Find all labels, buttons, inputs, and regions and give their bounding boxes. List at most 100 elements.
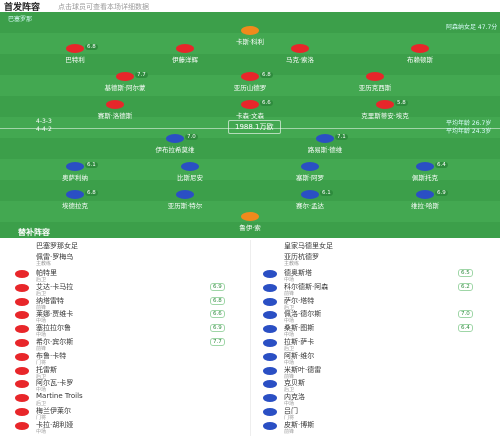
- sub-position: 中场: [284, 277, 295, 283]
- player-rating: 6.6: [260, 100, 273, 106]
- sub-position: 前锋: [284, 290, 295, 297]
- sub-marker[interactable]: [263, 394, 277, 403]
- header-subtitle: 点击球员可查看本场详细数据: [58, 3, 149, 11]
- player-marker[interactable]: [316, 134, 334, 143]
- player-marker[interactable]: [241, 72, 259, 81]
- sub-name: 艾达·卡马拉: [36, 282, 74, 291]
- player-marker[interactable]: [106, 100, 124, 109]
- sub-rating: 7.0: [458, 310, 473, 319]
- sub-marker[interactable]: [15, 421, 29, 430]
- sub-rating: 6.8: [210, 296, 225, 305]
- player-name: 布赖顿斯: [407, 56, 433, 64]
- sub-marker[interactable]: [263, 311, 277, 320]
- sub-position: 后卫: [36, 401, 47, 408]
- player-marker[interactable]: [411, 44, 429, 53]
- sub-marker[interactable]: [263, 325, 277, 334]
- player-marker[interactable]: [241, 26, 259, 35]
- sub-marker[interactable]: [15, 297, 29, 306]
- sub-marker[interactable]: [15, 352, 29, 361]
- player-marker[interactable]: [176, 44, 194, 53]
- sub-marker[interactable]: [15, 325, 29, 334]
- sub-marker[interactable]: [15, 339, 29, 347]
- sub-position: 中场: [284, 401, 295, 408]
- player-name: 塞斯·阿罗: [295, 174, 325, 182]
- player-name: 马克·索洛: [285, 56, 315, 64]
- divider: [250, 240, 251, 436]
- player-name: 亚历克西斯: [358, 84, 392, 92]
- sub-name: 纳塔雷特: [36, 296, 64, 305]
- sub-marker[interactable]: [263, 421, 277, 430]
- player-name: 亚历斯·特尔: [167, 202, 203, 210]
- player-marker[interactable]: [301, 190, 319, 199]
- sub-marker[interactable]: [15, 283, 29, 292]
- player-name: 卡森·文森: [235, 112, 265, 120]
- market-value: 1988.1万欧: [228, 120, 281, 134]
- player-marker[interactable]: [416, 162, 434, 171]
- player-rating: 6.8: [85, 44, 98, 50]
- sub-name: 德奥斯塔: [284, 269, 312, 277]
- player-name: 路易斯·德维: [307, 146, 343, 154]
- sub-position: 中场: [284, 332, 295, 339]
- player-marker[interactable]: [181, 162, 199, 171]
- player-marker[interactable]: [301, 162, 319, 171]
- sub-rating: 6.9: [210, 282, 225, 291]
- sub-name: Martine Troils: [36, 392, 83, 401]
- sub-marker[interactable]: [263, 283, 277, 292]
- player-marker[interactable]: [241, 100, 259, 109]
- player-marker[interactable]: [66, 44, 84, 53]
- player-rating: 6.1: [320, 190, 333, 196]
- sub-name: 吕门: [284, 407, 298, 415]
- sub-marker[interactable]: [263, 297, 277, 306]
- sub-position: 后卫: [284, 304, 295, 311]
- player-marker[interactable]: [366, 72, 384, 81]
- coach-role: 主教练: [36, 261, 52, 267]
- player-name: 基德斯·阿尔蒙: [104, 84, 146, 92]
- player-rating: 7.1: [335, 134, 348, 140]
- sub-position: 后卫: [36, 290, 47, 297]
- player-marker[interactable]: [291, 44, 309, 53]
- player-marker[interactable]: [166, 134, 184, 143]
- sub-position: 门将: [36, 415, 47, 421]
- sub-marker[interactable]: [15, 380, 29, 389]
- sub-marker[interactable]: [263, 380, 277, 389]
- player-marker[interactable]: [376, 100, 394, 109]
- player-marker[interactable]: [416, 190, 434, 199]
- sub-marker[interactable]: [15, 394, 29, 403]
- player-name: 比斯尼安: [177, 174, 203, 182]
- sub-rating: 7.7: [210, 338, 225, 346]
- player-marker[interactable]: [66, 190, 84, 199]
- player-marker[interactable]: [241, 212, 259, 221]
- player-rating: 6.1: [85, 162, 98, 168]
- sub-rating: 6.4: [458, 324, 473, 333]
- sub-marker[interactable]: [15, 408, 29, 416]
- coach-name: 佩雷·罗梅乌: [36, 253, 74, 261]
- sub-marker[interactable]: [263, 352, 277, 361]
- away-formation: 4-4-2: [36, 126, 52, 133]
- sub-name: 阿斯·维尔: [284, 351, 315, 360]
- home-info: 阿森纳女足 47.7分: [446, 24, 498, 31]
- sub-name: 萨尔·塔特: [284, 296, 315, 305]
- player-marker[interactable]: [176, 190, 194, 199]
- subs-title: 替补阵容: [18, 228, 50, 237]
- sub-name: 帕特里: [36, 269, 57, 277]
- subs-header: [0, 226, 500, 238]
- sub-name: 皮斯·博斯: [284, 420, 315, 429]
- player-name: 奥萨利纳: [62, 174, 88, 182]
- sub-marker[interactable]: [15, 311, 29, 320]
- player-name: 佩斯托克: [412, 174, 438, 182]
- player-marker[interactable]: [116, 72, 134, 81]
- sub-position: 中场: [36, 318, 47, 325]
- sub-marker[interactable]: [15, 270, 29, 278]
- sub-marker[interactable]: [15, 366, 29, 375]
- player-marker[interactable]: [66, 162, 84, 171]
- player-name: 维拉·哈斯: [410, 202, 440, 210]
- sub-marker[interactable]: [263, 270, 277, 278]
- sub-marker[interactable]: [263, 366, 277, 375]
- sub-marker[interactable]: [263, 408, 277, 416]
- team-name: 巴塞罗那女足: [36, 242, 78, 250]
- sub-name: 梅兰伊莱尔: [36, 407, 71, 415]
- player-name: 伊藤洋辉: [172, 56, 198, 64]
- sub-position: 中场: [284, 318, 295, 325]
- sub-marker[interactable]: [263, 339, 277, 347]
